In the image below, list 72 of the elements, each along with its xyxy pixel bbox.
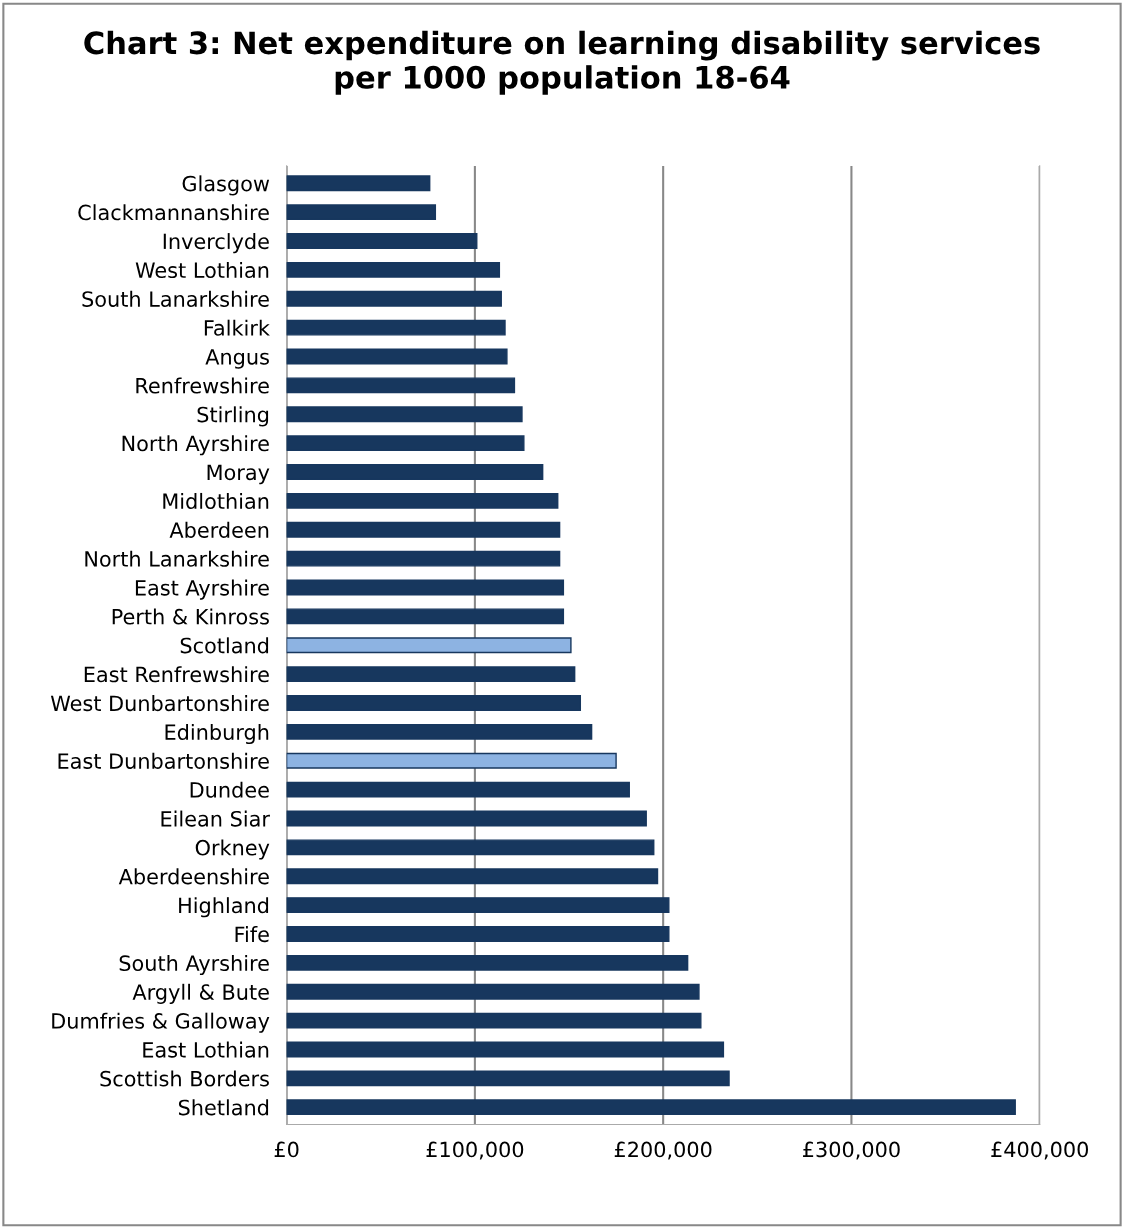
bar (286, 579, 565, 596)
bar (286, 781, 630, 798)
bar (286, 608, 565, 625)
y-tick-label: North Ayrshire (122, 435, 269, 456)
y-tick-label: Eilean Siar (161, 810, 270, 827)
bar (286, 521, 561, 538)
bar (286, 204, 437, 221)
bar (286, 810, 647, 827)
bar (286, 290, 502, 307)
bar (286, 637, 572, 654)
x-tick-label: £200,000 (614, 1141, 712, 1160)
bar (286, 1012, 702, 1029)
bar (286, 695, 582, 711)
bar (286, 983, 700, 1000)
y-tick-label: North Lanarkshire (85, 550, 269, 567)
y-tick-label: East Dunbartonshire (58, 752, 269, 769)
y-tick-label: Clackmannanshire (78, 204, 269, 221)
bar (286, 406, 523, 423)
y-tick-label: Angus (205, 349, 269, 369)
bar (286, 1099, 1016, 1116)
bar (286, 926, 670, 942)
y-tick-label: Argyll & Bute (132, 983, 269, 1004)
bar (286, 666, 576, 683)
y-tick-label: Aberdeen (169, 521, 269, 538)
y-tick-label: Dundee (190, 781, 269, 798)
y-tick-label: Highland (179, 897, 269, 918)
bar (286, 464, 544, 480)
bar (286, 897, 670, 914)
x-tick-label: £400,000 (991, 1141, 1089, 1160)
y-tick-label: Scotland (180, 637, 269, 654)
bar (286, 348, 508, 365)
bar (286, 550, 561, 567)
y-tick-label: Inverclyde (163, 233, 269, 254)
y-tick-label: Fife (235, 926, 269, 943)
bar (286, 435, 525, 452)
bar (286, 1070, 730, 1087)
bar (286, 868, 659, 885)
bar (286, 839, 655, 856)
y-tick-label: Perth & Kinross (112, 608, 269, 625)
y-tick-label: South Lanarkshire (82, 290, 269, 307)
y-tick-label: Moray (207, 464, 270, 485)
chart-title: Chart 3: Net expenditure on learning disability services per 1000 population 18-64 (84, 30, 1040, 95)
y-tick-label: Edinburgh (165, 723, 269, 745)
y-tick-label: Midlothian (163, 492, 269, 510)
y-tick-label: West Lothian (135, 261, 269, 279)
bar (286, 175, 431, 192)
x-tick-label: £100,000 (426, 1141, 524, 1160)
y-tick-label: Renfrewshire (136, 377, 269, 394)
x-tick-label: £300,000 (803, 1141, 900, 1160)
bar (286, 319, 506, 336)
y-tick-label: East Renfrewshire (84, 666, 269, 683)
y-tick-label: Aberdeenshire (118, 868, 269, 885)
y-tick-label: Dumfries & Galloway (52, 1012, 270, 1033)
bar (286, 752, 617, 769)
y-tick-label: Shetland (178, 1099, 269, 1116)
y-tick-label: Glasgow (182, 175, 270, 196)
x-tick-label: £0 (274, 1141, 299, 1158)
y-tick-label: East Ayrshire (135, 579, 269, 600)
y-tick-label: East Lothian (143, 1041, 269, 1058)
bar (286, 1041, 725, 1058)
y-tick-label: West Dunbartonshire (50, 695, 269, 712)
y-tick-label: Scottish Borders (100, 1070, 269, 1087)
bar (286, 233, 478, 249)
y-tick-label: Stirling (197, 406, 269, 427)
bar (286, 261, 501, 278)
bar (286, 377, 516, 394)
bar (286, 954, 689, 971)
y-tick-label: Falkirk (204, 319, 270, 336)
bar (286, 723, 593, 740)
y-tick-label: Orkney (195, 839, 270, 860)
bar (286, 492, 559, 509)
y-tick-label: South Ayrshire (119, 954, 269, 976)
